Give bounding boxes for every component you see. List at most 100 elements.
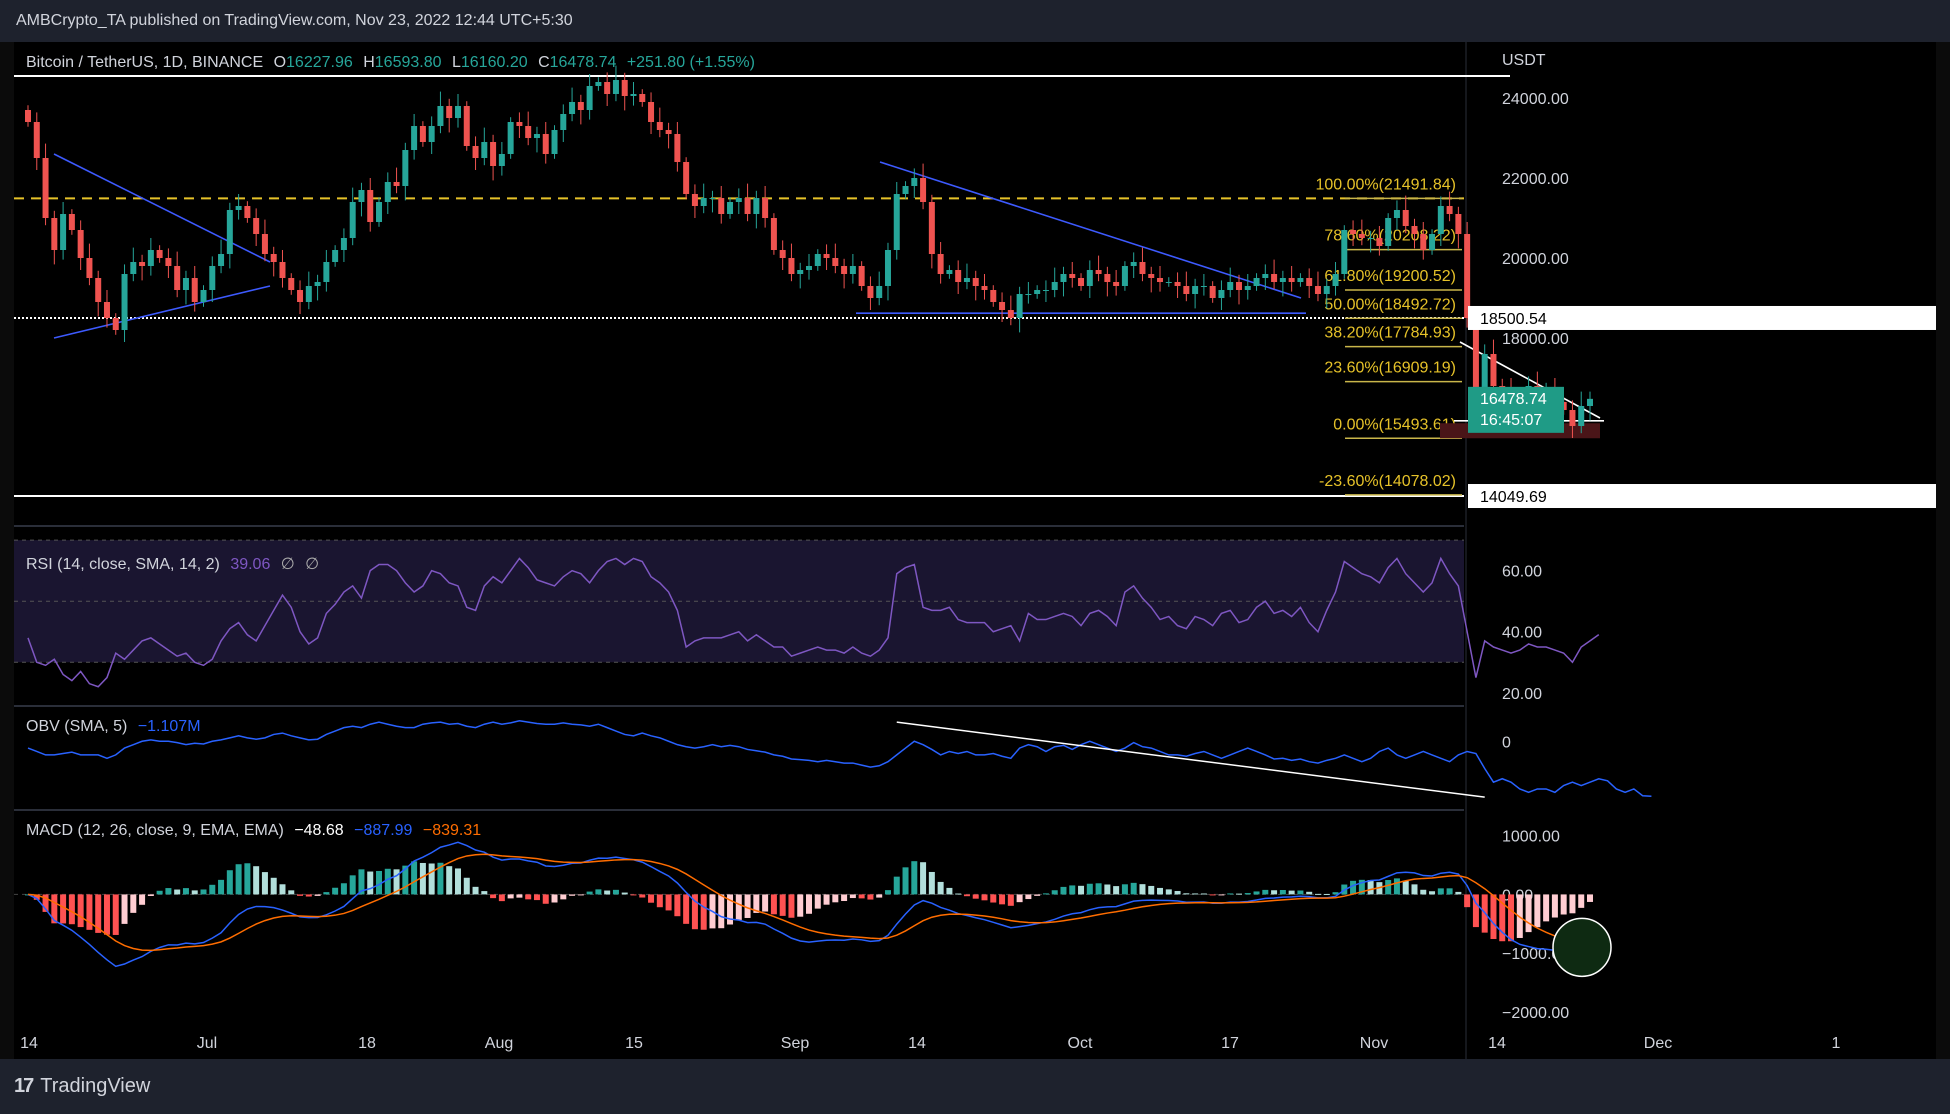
candle-body — [42, 158, 49, 218]
candle-body — [463, 106, 470, 146]
open-label: O — [273, 54, 287, 71]
candle-body — [893, 194, 900, 250]
candle-body — [86, 258, 93, 278]
x-tick-label: 1 — [1832, 1035, 1841, 1052]
high-label: H — [363, 54, 375, 71]
open-value: 16227.96 — [286, 54, 353, 71]
macd-signal-value: −839.31 — [422, 822, 482, 839]
obv-legend: OBV (SMA, 5) −1.107M — [26, 718, 207, 736]
macd-histogram-bar — [86, 894, 93, 930]
macd-histogram-bar — [1218, 894, 1225, 896]
macd-histogram-bar — [1551, 894, 1558, 918]
x-tick-label: Aug — [485, 1035, 513, 1052]
candle-body — [139, 262, 146, 266]
macd-histogram-bar — [1358, 879, 1365, 895]
macd-histogram-bar — [297, 894, 304, 896]
macd-tick-label: −2000.00 — [1502, 1005, 1569, 1022]
candle-body — [1464, 234, 1471, 318]
candle-body — [753, 198, 760, 214]
fib-level-label: -23.60%(14078.02) — [1319, 473, 1456, 490]
candle-body — [569, 102, 576, 114]
candle-body — [1148, 274, 1155, 278]
macd-histogram-bar — [507, 894, 514, 899]
macd-histogram-bar — [1183, 893, 1190, 895]
fib-level-label: 0.00%(15493.61) — [1333, 416, 1456, 433]
last-price-badge: 16478.74 — [1480, 391, 1547, 408]
candle-body — [1104, 274, 1111, 282]
obv-tick-label: 0 — [1502, 734, 1511, 751]
candle-body — [1244, 286, 1251, 290]
macd-histogram-bar — [577, 894, 584, 896]
candle-body — [630, 94, 637, 96]
candle-body — [103, 302, 110, 318]
macd-histogram-bar — [1569, 894, 1576, 914]
macd-histogram-bar — [1235, 893, 1242, 895]
candle-body — [990, 290, 997, 302]
macd-histogram-bar — [621, 892, 628, 895]
candle-body — [279, 262, 286, 278]
candle-body — [1481, 354, 1488, 390]
change-value: +251.80 (+1.55%) — [626, 54, 755, 71]
macd-histogram-bar — [490, 894, 497, 899]
macd-histogram-bar — [42, 894, 49, 912]
candle-body — [762, 198, 769, 218]
macd-histogram-bar — [68, 894, 75, 925]
macd-histogram-bar — [77, 894, 84, 928]
candle-body — [735, 198, 742, 202]
candle-body — [674, 134, 681, 162]
candle-body — [867, 286, 874, 298]
candle-body — [797, 270, 804, 274]
macd-histogram-bar — [1086, 883, 1093, 895]
macd-histogram-bar — [1490, 894, 1497, 939]
macd-histogram-bar — [139, 894, 146, 905]
candle-body — [1472, 318, 1479, 390]
macd-histogram-bar — [446, 866, 453, 895]
candle-body — [1393, 210, 1400, 218]
macd-histogram-bar — [1051, 890, 1058, 895]
macd-histogram-bar — [147, 894, 154, 896]
candle-body — [946, 270, 953, 274]
candle-body — [1200, 286, 1207, 287]
macd-histogram-bar — [279, 884, 286, 895]
macd-histogram-bar — [551, 894, 558, 903]
macd-histogram-bar — [1332, 892, 1339, 895]
candle-body — [1209, 286, 1216, 298]
candle-body — [648, 102, 655, 122]
macd-histogram-bar — [498, 894, 505, 902]
candle-body — [902, 186, 909, 194]
macd-histogram-bar — [1429, 891, 1436, 895]
macd-histogram-bar — [112, 894, 119, 935]
candle-body — [1157, 278, 1164, 282]
price-tick-label: 22000.00 — [1502, 171, 1569, 188]
candle-body — [437, 106, 444, 126]
macd-histogram-bar — [569, 894, 576, 896]
candle-body — [384, 182, 391, 202]
close-value: 16478.74 — [549, 54, 617, 71]
candle-body — [937, 254, 944, 274]
rsi-value: 39.06 — [230, 556, 271, 573]
candle-body — [1455, 214, 1462, 234]
macd-histogram-bar — [1393, 878, 1400, 895]
candle-body — [604, 82, 611, 94]
brand[interactable]: 17 TradingView — [14, 1075, 150, 1098]
badge-18500-bg — [1468, 305, 1936, 330]
candle-body — [1437, 206, 1444, 234]
trend-line — [53, 285, 271, 339]
candle-body — [200, 290, 207, 302]
badge-14049-bg — [1468, 484, 1936, 509]
candle-body — [1042, 290, 1049, 291]
macd-histogram-bar — [806, 894, 812, 914]
macd-histogram-bar — [841, 894, 848, 902]
macd-histogram-bar — [1578, 894, 1585, 908]
macd-hist-value: −48.68 — [294, 822, 344, 839]
x-tick-label: Sep — [781, 1035, 810, 1052]
macd-histogram-bar — [270, 877, 277, 895]
macd-histogram-bar — [814, 894, 821, 909]
macd-histogram-bar — [683, 894, 690, 924]
macd-histogram-bar — [1323, 893, 1330, 895]
chart-svg[interactable]: USDT24000.0022000.0020000.0018000.00100.… — [14, 42, 1936, 1059]
fib-level-label: 38.20%(17784.93) — [1324, 325, 1456, 342]
chart-frame[interactable]: USDT 24000.00 22000.00 20000.00 18000.00 100.… — [14, 42, 1936, 1059]
candle-body — [1271, 274, 1278, 282]
macd-histogram-bar — [156, 890, 163, 895]
